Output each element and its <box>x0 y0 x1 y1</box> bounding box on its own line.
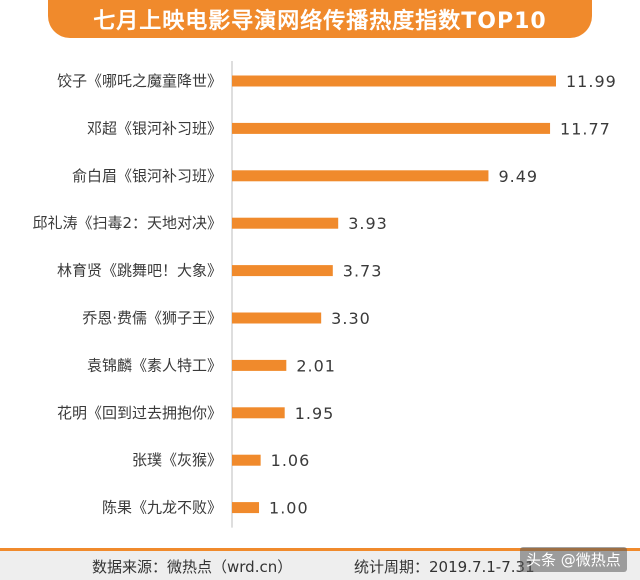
category-label-2: 邓超《银河补习班》 <box>87 119 222 137</box>
value-label-1: 11.99 <box>566 72 617 91</box>
value-label-7: 2.01 <box>296 356 336 375</box>
bar-3 <box>232 170 489 182</box>
category-label-8: 花明《回到过去拥抱你》 <box>57 404 222 422</box>
footer-divider <box>0 548 640 551</box>
category-label-3: 俞白眉《银河补习班》 <box>72 167 222 185</box>
bar-9 <box>232 454 261 466</box>
value-labels: 11.99 11.77 9.49 3.93 3.73 3.30 2.01 1.95 1.06 1.… <box>269 72 617 518</box>
footer-period: 统计周期：2019.7.1-7.31 <box>354 558 535 576</box>
category-label-9: 张璞《灰猴》 <box>132 451 222 469</box>
category-label-1: 饺子《哪吒之魔童降世》 <box>57 72 222 90</box>
value-label-10: 1.00 <box>269 499 309 518</box>
title-banner: 七月上映电影导演网络传播热度指数TOP10 <box>48 0 592 38</box>
category-label-10: 陈果《九龙不败》 <box>102 499 222 517</box>
bar-10 <box>232 502 260 514</box>
bars <box>232 75 556 514</box>
bar-2 <box>232 122 551 134</box>
category-label-5: 林育贤《跳舞吧！大象》 <box>57 262 222 280</box>
bar-6 <box>232 312 322 324</box>
value-label-8: 1.95 <box>295 404 335 423</box>
value-label-2: 11.77 <box>560 119 611 138</box>
watermark: 头条 @微热点 <box>520 547 627 572</box>
bar-7 <box>232 359 287 371</box>
value-label-5: 3.73 <box>343 262 383 281</box>
bar-8 <box>232 407 285 419</box>
category-label-6: 乔恩·费儒《狮子王》 <box>82 309 222 327</box>
value-label-4: 3.93 <box>348 214 388 233</box>
value-label-9: 1.06 <box>271 451 311 470</box>
bar-5 <box>232 265 333 277</box>
bar-chart: 饺子《哪吒之魔童降世》邓超《银河补习班》俞白眉《银河补习班》邱礼涛《扫毒2：天地… <box>32 61 617 528</box>
chart-title: 七月上映电影导演网络传播热度指数TOP10 <box>93 9 547 34</box>
category-label-4: 邱礼涛《扫毒2：天地对决》 <box>32 214 222 232</box>
footer-source: 数据来源：微热点（wrd.cn） <box>92 558 293 576</box>
value-label-6: 3.30 <box>331 309 371 328</box>
bar-4 <box>232 217 339 229</box>
bar-1 <box>232 75 556 87</box>
value-label-3: 9.49 <box>498 167 538 186</box>
category-label-7: 袁锦麟《素人特工》 <box>87 356 222 374</box>
category-labels: 饺子《哪吒之魔童降世》邓超《银河补习班》俞白眉《银河补习班》邱礼涛《扫毒2：天地… <box>32 72 222 517</box>
